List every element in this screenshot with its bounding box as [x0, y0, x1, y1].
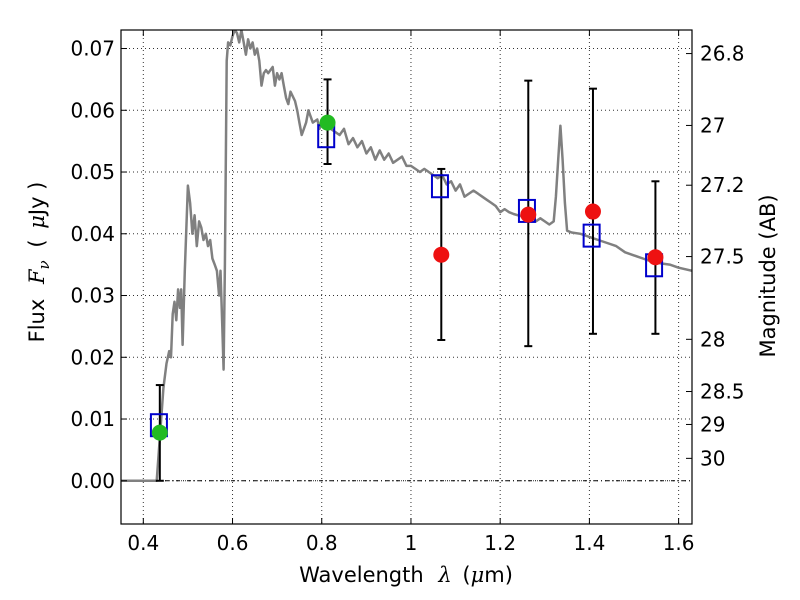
y-tick-label: 0.01 — [70, 407, 115, 431]
x-tick-label: 0.4 — [127, 531, 159, 555]
magnitude-axis-label: Magnitude (AB) — [756, 194, 780, 357]
y-axis-ticks: 0.00 0.01 0.02 0.03 0.04 0.05 0.06 0.07 — [70, 37, 127, 493]
observed-photometry-point — [151, 424, 168, 441]
magnitude-tick-label: 29 — [700, 412, 725, 436]
magnitude-tick-label: 27 — [700, 113, 725, 137]
magnitude-tick-label: 30 — [700, 446, 725, 470]
y-tick-label: 0.05 — [70, 160, 115, 184]
model-photometry-point — [430, 174, 449, 199]
y-tick-label: 0.02 — [70, 345, 115, 369]
observed-photometry-markers — [151, 114, 664, 441]
y-tick-label: 0.07 — [70, 37, 115, 61]
y-tick-label: 0.06 — [70, 98, 115, 122]
observed-photometry-point — [433, 246, 450, 263]
x-tick-label: 1 — [405, 531, 418, 555]
x-tick-label: 1.2 — [484, 531, 516, 555]
model-photometry-point — [582, 223, 601, 248]
x-tick-label: 1.4 — [573, 531, 605, 555]
observed-photometry-point — [647, 249, 664, 266]
plot-frame — [120, 29, 693, 525]
x-tick-label: 0.6 — [217, 531, 249, 555]
magnitude-tick-label: 27.5 — [700, 245, 745, 269]
observed-photometry-point — [319, 114, 336, 131]
x-tick-label: 1.6 — [663, 531, 695, 555]
grid — [121, 30, 692, 524]
magnitude-axis-ticks: 26.8 27 27.2 27.5 28 28.5 29 30 — [686, 42, 745, 470]
y-tick-label: 0.04 — [70, 222, 115, 246]
magnitude-tick-label: 28 — [700, 327, 725, 351]
x-axis-label: Wavelength λ (μm) — [299, 563, 513, 587]
x-tick-label: 0.8 — [306, 531, 338, 555]
y-tick-label: 0.00 — [70, 469, 115, 493]
y-axis-label: Flux Fν ( μJy ) — [25, 182, 54, 343]
observed-photometry-point — [520, 206, 537, 223]
error-bars — [155, 78, 660, 482]
magnitude-tick-label: 26.8 — [700, 42, 745, 66]
magnitude-tick-label: 28.5 — [700, 380, 745, 404]
x-axis-ticks: 0.4 0.6 0.8 1 1.2 1.4 1.6 — [127, 30, 695, 555]
y-tick-label: 0.03 — [70, 284, 115, 308]
sed-model-line — [121, 30, 692, 483]
magnitude-tick-label: 27.2 — [700, 173, 745, 197]
observed-photometry-point — [584, 203, 601, 220]
